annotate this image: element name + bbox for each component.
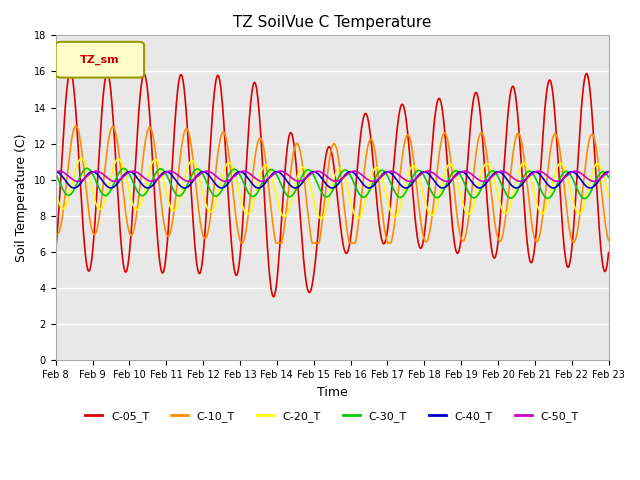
C-10_T bbox=[72, 123, 80, 129]
C-50_T bbox=[419, 170, 426, 176]
C-05_T bbox=[237, 244, 244, 250]
C-40_T bbox=[419, 169, 426, 175]
C-40_T bbox=[540, 176, 547, 181]
C-30_T bbox=[419, 170, 426, 176]
C-20_T bbox=[237, 197, 244, 203]
Line: C-30_T: C-30_T bbox=[56, 168, 609, 199]
X-axis label: Time: Time bbox=[317, 386, 348, 399]
Title: TZ SoilVue C Temperature: TZ SoilVue C Temperature bbox=[233, 15, 431, 30]
C-05_T bbox=[162, 257, 170, 263]
C-05_T bbox=[269, 294, 277, 300]
C-05_T bbox=[605, 250, 612, 255]
C-30_T bbox=[175, 193, 183, 199]
C-50_T bbox=[161, 170, 169, 176]
C-10_T bbox=[175, 164, 183, 170]
C-30_T bbox=[162, 170, 170, 176]
C-30_T bbox=[540, 192, 547, 197]
Line: C-50_T: C-50_T bbox=[56, 171, 609, 181]
C-10_T bbox=[237, 240, 244, 245]
C-40_T bbox=[491, 170, 499, 176]
C-30_T bbox=[491, 169, 499, 175]
FancyBboxPatch shape bbox=[56, 42, 144, 78]
Legend: C-05_T, C-10_T, C-20_T, C-30_T, C-40_T, C-50_T: C-05_T, C-10_T, C-20_T, C-30_T, C-40_T, … bbox=[81, 407, 583, 426]
C-10_T bbox=[540, 205, 547, 211]
C-40_T bbox=[162, 169, 170, 175]
C-50_T bbox=[175, 173, 182, 179]
C-50_T bbox=[491, 171, 499, 177]
C-05_T bbox=[540, 121, 547, 127]
Line: C-40_T: C-40_T bbox=[56, 172, 609, 188]
Line: C-20_T: C-20_T bbox=[56, 158, 609, 218]
C-30_T bbox=[605, 174, 612, 180]
C-20_T bbox=[162, 187, 170, 193]
C-50_T bbox=[52, 169, 60, 175]
Y-axis label: Soil Temperature (C): Soil Temperature (C) bbox=[15, 133, 28, 262]
C-05_T bbox=[52, 248, 60, 254]
C-20_T bbox=[419, 188, 426, 194]
C-20_T bbox=[52, 188, 60, 194]
C-20_T bbox=[77, 156, 85, 161]
C-40_T bbox=[52, 169, 60, 175]
C-05_T bbox=[491, 255, 499, 261]
C-10_T bbox=[162, 228, 170, 234]
C-20_T bbox=[175, 198, 183, 204]
C-50_T bbox=[237, 169, 244, 175]
C-50_T bbox=[369, 179, 376, 184]
C-20_T bbox=[354, 216, 362, 221]
C-10_T bbox=[419, 230, 426, 236]
C-20_T bbox=[540, 210, 547, 216]
Line: C-05_T: C-05_T bbox=[56, 72, 609, 297]
C-30_T bbox=[581, 196, 589, 202]
C-30_T bbox=[237, 174, 244, 180]
C-05_T bbox=[67, 69, 74, 75]
C-10_T bbox=[52, 228, 60, 234]
C-40_T bbox=[237, 169, 244, 175]
C-05_T bbox=[175, 77, 183, 83]
C-30_T bbox=[52, 171, 60, 177]
Line: C-10_T: C-10_T bbox=[56, 126, 609, 243]
C-50_T bbox=[387, 168, 395, 174]
C-10_T bbox=[238, 240, 246, 246]
C-50_T bbox=[540, 170, 547, 176]
C-40_T bbox=[70, 185, 78, 191]
C-40_T bbox=[605, 169, 612, 175]
C-10_T bbox=[605, 238, 612, 243]
C-05_T bbox=[419, 241, 426, 247]
Text: TZ_sm: TZ_sm bbox=[80, 55, 120, 65]
C-30_T bbox=[83, 166, 91, 171]
C-40_T bbox=[175, 181, 183, 187]
C-20_T bbox=[491, 180, 499, 186]
C-20_T bbox=[605, 194, 612, 200]
C-50_T bbox=[605, 169, 612, 175]
C-10_T bbox=[491, 220, 499, 226]
